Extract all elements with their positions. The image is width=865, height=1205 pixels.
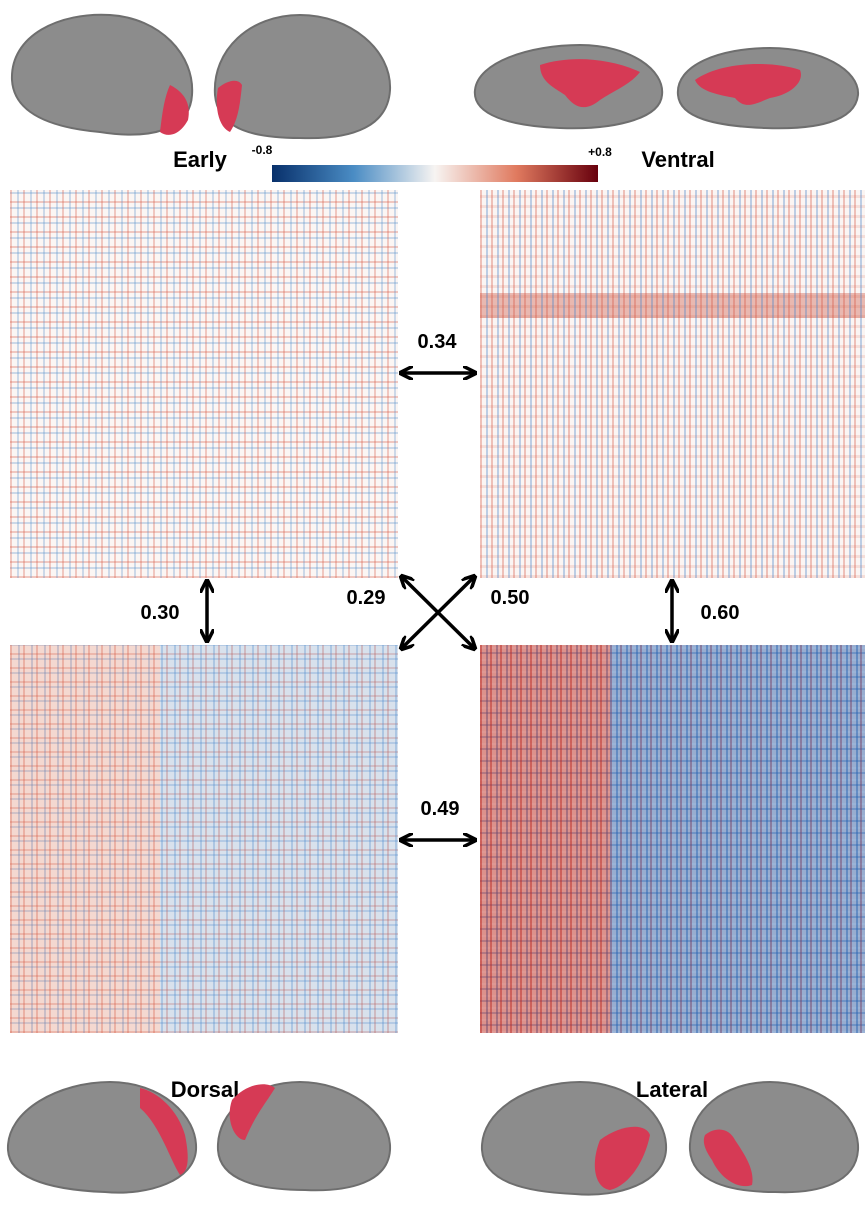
arrows bbox=[207, 373, 672, 840]
page: {"colorbar": {"min_label": "-0.8", "max_… bbox=[0, 0, 865, 1205]
region-label: Ventral bbox=[641, 147, 714, 172]
colorbar-min-label: -0.8 bbox=[252, 143, 273, 157]
figure: Early Ventral -0.8 +0.8 0.34 0.49 0.30 0… bbox=[0, 0, 865, 1205]
similarity-label: 0.50 bbox=[491, 587, 530, 609]
similarity-label: 0.29 bbox=[347, 587, 386, 609]
similarity-label: 0.30 bbox=[141, 602, 180, 624]
similarity-label: 0.34 bbox=[418, 331, 458, 353]
similarity-label: 0.60 bbox=[701, 602, 740, 624]
colorbar bbox=[272, 165, 598, 182]
region-label: Lateral bbox=[636, 1077, 708, 1102]
region-label: Early bbox=[173, 147, 228, 172]
ventral-brains bbox=[475, 45, 858, 128]
early-brains bbox=[12, 15, 390, 138]
region-label: Dorsal bbox=[171, 1077, 239, 1102]
colorbar-max-label: +0.8 bbox=[588, 145, 612, 159]
similarity-label: 0.49 bbox=[421, 798, 460, 820]
